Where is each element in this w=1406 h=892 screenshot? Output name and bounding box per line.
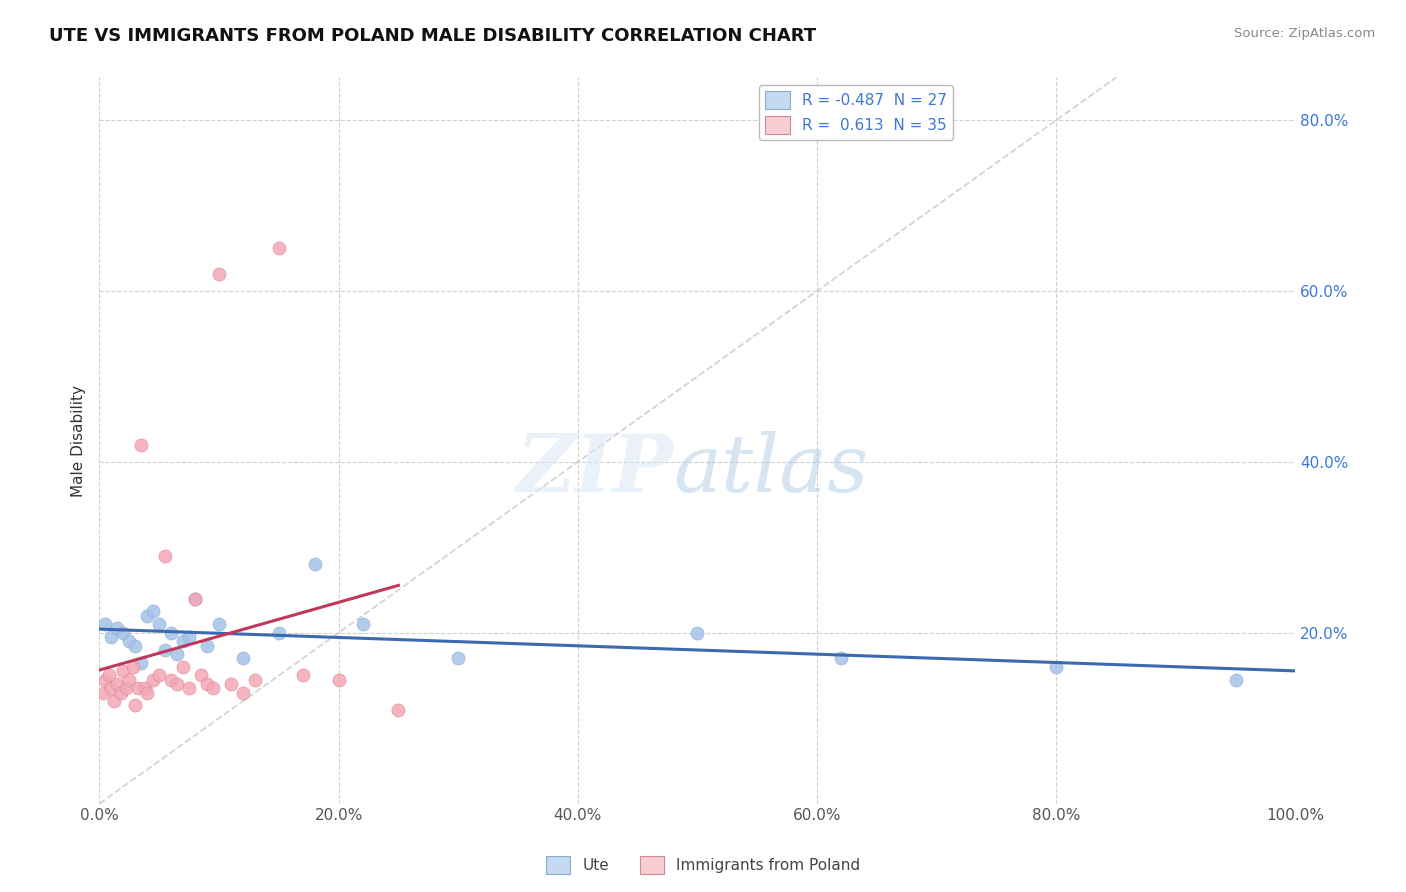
Point	[166, 677, 188, 691]
Point	[142, 604, 165, 618]
Point	[202, 681, 225, 696]
Point	[94, 617, 117, 632]
Point	[136, 608, 159, 623]
Point	[291, 668, 314, 682]
Point	[110, 685, 132, 699]
Point	[179, 681, 201, 696]
Point	[172, 660, 194, 674]
Point	[172, 634, 194, 648]
Point	[184, 591, 207, 606]
Point	[179, 630, 201, 644]
Point	[134, 681, 156, 696]
Legend: R = -0.487  N = 27, R =  0.613  N = 35: R = -0.487 N = 27, R = 0.613 N = 35	[759, 85, 953, 140]
Point	[155, 549, 177, 563]
Text: Source: ZipAtlas.com: Source: ZipAtlas.com	[1234, 27, 1375, 40]
Point	[184, 591, 207, 606]
Point	[190, 668, 212, 682]
Point	[155, 643, 177, 657]
Point	[447, 651, 470, 665]
Point	[208, 267, 231, 281]
Point	[352, 617, 374, 632]
Point	[100, 681, 122, 696]
Point	[129, 438, 152, 452]
Point	[243, 673, 266, 687]
Point	[129, 656, 152, 670]
Point	[127, 681, 149, 696]
Point	[160, 673, 183, 687]
Point	[136, 685, 159, 699]
Point	[98, 668, 121, 682]
Point	[686, 625, 709, 640]
Point	[304, 558, 326, 572]
Point	[387, 703, 409, 717]
Legend: Ute, Immigrants from Poland: Ute, Immigrants from Poland	[540, 850, 866, 880]
Point	[105, 622, 128, 636]
Y-axis label: Male Disability: Male Disability	[72, 384, 86, 497]
Point	[267, 625, 290, 640]
Point	[105, 677, 128, 691]
Point	[100, 630, 122, 644]
Point	[112, 625, 135, 640]
Point	[830, 651, 852, 665]
Point	[118, 673, 141, 687]
Point	[219, 677, 242, 691]
Point	[208, 617, 231, 632]
Point	[118, 634, 141, 648]
Point	[232, 651, 254, 665]
Point	[124, 698, 146, 713]
Point	[328, 673, 350, 687]
Point	[142, 673, 165, 687]
Point	[267, 241, 290, 255]
Point	[124, 639, 146, 653]
Point	[148, 668, 170, 682]
Point	[122, 660, 145, 674]
Text: atlas: atlas	[673, 431, 869, 508]
Point	[232, 685, 254, 699]
Point	[195, 639, 218, 653]
Point	[166, 647, 188, 661]
Text: UTE VS IMMIGRANTS FROM POLAND MALE DISABILITY CORRELATION CHART: UTE VS IMMIGRANTS FROM POLAND MALE DISAB…	[49, 27, 817, 45]
Point	[1045, 660, 1067, 674]
Point	[148, 617, 170, 632]
Point	[91, 685, 114, 699]
Point	[114, 681, 136, 696]
Point	[103, 694, 125, 708]
Point	[112, 664, 135, 678]
Point	[1225, 673, 1247, 687]
Point	[160, 625, 183, 640]
Point	[195, 677, 218, 691]
Text: ZIP: ZIP	[516, 431, 673, 508]
Point	[94, 673, 117, 687]
